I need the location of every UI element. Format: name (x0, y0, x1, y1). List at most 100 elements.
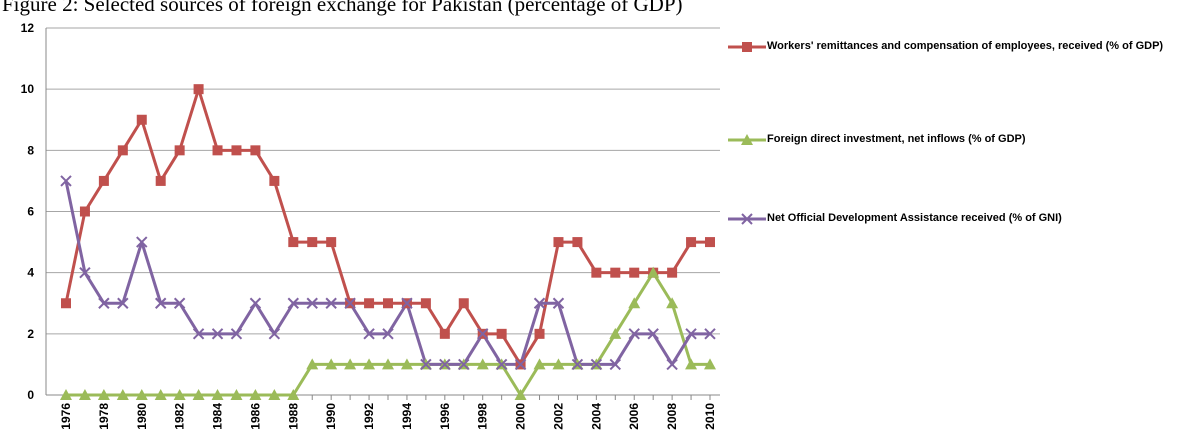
data-point (344, 297, 356, 309)
data-point (590, 358, 603, 371)
data-point (514, 389, 527, 400)
data-point (647, 266, 660, 278)
data-point (476, 358, 489, 370)
data-point (439, 328, 450, 339)
data-point (136, 114, 147, 125)
data-point (382, 328, 394, 340)
data-point (288, 237, 299, 248)
data-point (193, 84, 204, 95)
x-tick-label: 1998 (476, 403, 490, 430)
x-tick-label: 2002 (551, 403, 565, 430)
data-point (250, 145, 261, 156)
legend-marker (741, 134, 753, 145)
legend-label: Foreign direct investment, net inflows (… (767, 133, 1026, 145)
data-point (400, 358, 413, 370)
y-tick-label: 0 (27, 388, 34, 402)
x-tick-label: 2010 (703, 403, 717, 430)
data-point (647, 328, 659, 340)
data-point (364, 298, 375, 309)
data-point (495, 358, 508, 371)
data-point (136, 236, 148, 248)
data-point (439, 358, 451, 371)
data-point (609, 358, 622, 371)
data-point (192, 328, 205, 340)
data-point (552, 297, 565, 309)
data-point (230, 328, 243, 340)
data-point (514, 358, 527, 371)
data-point (571, 358, 584, 371)
y-tick-label: 10 (21, 82, 35, 96)
y-tick-label: 2 (27, 327, 34, 341)
x-tick-label: 1976 (59, 403, 73, 430)
x-tick-label: 1984 (211, 403, 225, 430)
data-point (534, 328, 545, 339)
data-point (553, 237, 564, 248)
data-point (60, 175, 72, 187)
data-point (97, 389, 110, 400)
x-tick-label: 1980 (135, 403, 149, 430)
data-point (344, 358, 357, 370)
y-tick-label: 6 (27, 205, 34, 219)
x-tick-label: 1996 (438, 403, 452, 430)
data-point (685, 328, 697, 340)
data-point (552, 358, 565, 370)
data-point (212, 145, 223, 156)
data-point (420, 358, 432, 371)
x-tick-label: 2004 (589, 403, 603, 430)
data-point (666, 297, 679, 309)
data-point (401, 297, 413, 309)
data-point (211, 389, 224, 400)
x-tick-label: 1982 (173, 403, 187, 430)
x-tick-label: 1978 (97, 403, 111, 430)
legend-marker (742, 42, 752, 52)
data-point (155, 175, 166, 186)
data-point (533, 297, 546, 309)
y-tick-label: 12 (21, 21, 35, 35)
y-tick-label: 8 (27, 143, 34, 157)
data-point (363, 328, 375, 340)
data-point (325, 358, 338, 370)
data-point (174, 145, 185, 156)
data-point (705, 237, 715, 248)
data-point (325, 297, 337, 309)
x-tick-label: 1994 (400, 403, 414, 430)
data-point (458, 358, 470, 371)
data-point (60, 389, 72, 400)
data-point (249, 389, 262, 400)
data-point (116, 389, 129, 400)
data-point (685, 358, 698, 370)
data-point (211, 328, 224, 340)
data-point (78, 389, 91, 400)
data-point (268, 328, 281, 340)
data-point (61, 298, 71, 309)
data-point (533, 358, 546, 370)
legend-marker (741, 213, 753, 225)
data-point (117, 297, 129, 309)
data-point (686, 237, 697, 248)
data-point (326, 237, 337, 248)
data-point (382, 358, 394, 370)
data-point (667, 267, 678, 278)
data-point (704, 328, 716, 340)
data-point (666, 358, 678, 371)
data-point (476, 328, 489, 340)
x-tick-label: 2006 (627, 403, 641, 430)
data-point (420, 298, 431, 309)
data-point (572, 237, 583, 248)
data-point (230, 389, 243, 400)
data-point (287, 389, 300, 400)
data-point (306, 358, 319, 370)
data-point (98, 175, 109, 186)
data-point (458, 298, 469, 309)
legend-label: Workers' remittances and compensation of… (767, 40, 1164, 52)
data-point (591, 267, 602, 278)
data-point (307, 237, 318, 248)
y-tick-label: 4 (27, 266, 34, 280)
x-tick-label: 2000 (514, 403, 528, 430)
data-point (269, 175, 280, 186)
data-point (496, 328, 507, 339)
series-line (64, 87, 710, 366)
data-point (383, 298, 393, 309)
data-point (79, 266, 91, 279)
